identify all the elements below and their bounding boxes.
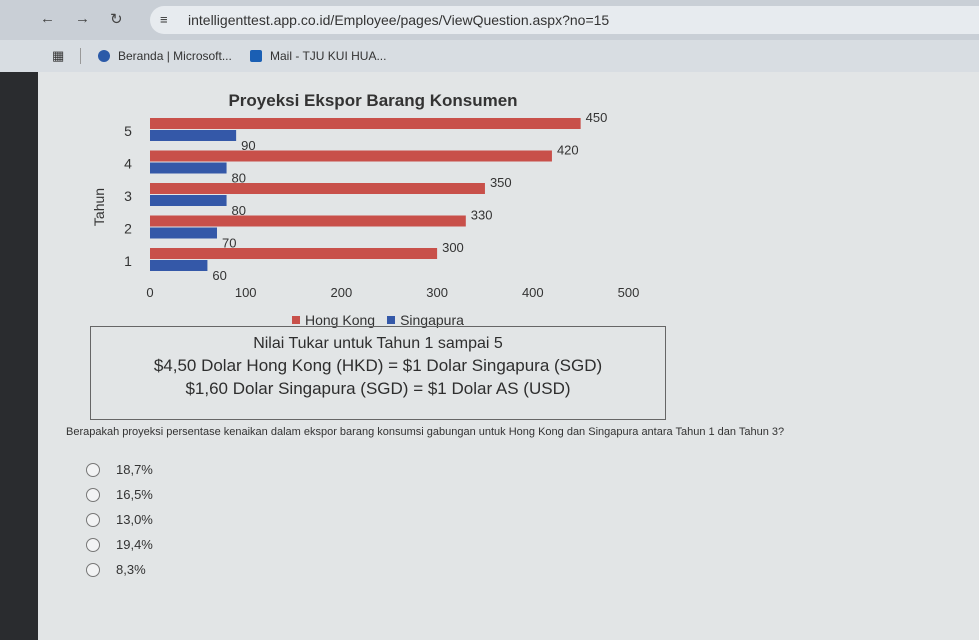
answer-option[interactable]: 18,7% xyxy=(86,457,153,482)
answer-option-label: 8,3% xyxy=(116,562,146,577)
exchange-rate-title: Nilai Tukar untuk Tahun 1 sampai 5 xyxy=(253,335,503,352)
question-text: Berapakah proyeksi persentase kenaikan d… xyxy=(66,426,785,438)
answer-option[interactable]: 8,3% xyxy=(86,557,153,582)
answer-option-label: 13,0% xyxy=(116,512,153,527)
bar-singapura xyxy=(150,162,227,174)
exchange-rate-line-1: $4,50 Dolar Hong Kong (HKD) = $1 Dolar S… xyxy=(153,356,603,375)
data-label: 70 xyxy=(222,236,236,251)
bar-singapura xyxy=(150,227,217,239)
data-label: 80 xyxy=(232,171,246,186)
bar-chart: Proyeksi Ekspor Barang KonsumenTahun5450… xyxy=(91,91,640,300)
radio-button[interactable] xyxy=(86,537,100,552)
exchange-rate-line-2: $1,60 Dolar Singapura (SGD) = $1 Dolar A… xyxy=(185,379,571,398)
legend-swatch-singapura xyxy=(387,316,396,324)
radio-button[interactable] xyxy=(86,512,100,527)
answer-option-label: 16,5% xyxy=(116,487,153,502)
bar-hong-kong xyxy=(150,150,552,162)
bookmarks-bar: ▦ Beranda | Microsoft... Mail - TJU KUI … xyxy=(0,40,979,72)
exchange-rate-box: Nilai Tukar untuk Tahun 1 sampai 5 $4,50… xyxy=(90,326,666,420)
legend-item-singapura: Singapura xyxy=(387,312,464,328)
bookmarks-divider xyxy=(80,48,81,64)
y-tick-label: 3 xyxy=(124,188,132,204)
data-label: 420 xyxy=(557,143,579,158)
data-label: 90 xyxy=(241,138,255,153)
chart-title: Proyeksi Ekspor Barang Konsumen xyxy=(228,91,517,110)
chart-legend: Hong Kong Singapura xyxy=(292,312,464,328)
data-label: 60 xyxy=(212,268,226,283)
x-tick-label: 300 xyxy=(426,285,448,300)
nav-buttons: ← → ↻ xyxy=(40,10,123,28)
radio-button[interactable] xyxy=(86,562,100,577)
back-icon[interactable]: ← xyxy=(40,10,55,27)
bookmark-mail[interactable]: Mail - TJU KUI HUA... xyxy=(250,49,386,63)
y-tick-label: 1 xyxy=(124,253,132,269)
x-tick-label: 400 xyxy=(522,285,544,300)
answer-option-label: 19,4% xyxy=(116,537,153,552)
legend-swatch-hong-kong xyxy=(292,316,300,324)
chart-container: Proyeksi Ekspor Barang Konsumen Tahun 5 450… xyxy=(88,82,648,314)
browser-toolbar: ← → ↻ ≡ intelligenttest.app.co.id/Employ… xyxy=(0,0,979,40)
reload-icon[interactable]: ↻ xyxy=(110,11,123,28)
legend-item-hong-kong: Hong Kong xyxy=(292,312,375,328)
microsoft-icon xyxy=(98,50,110,62)
bar-singapura xyxy=(150,130,237,141)
url-text: intelligenttest.app.co.id/Employee/pages… xyxy=(188,12,610,28)
bar-hong-kong xyxy=(150,118,581,129)
answer-option[interactable]: 19,4% xyxy=(86,532,153,557)
data-label: 350 xyxy=(490,175,512,190)
x-tick-label: 100 xyxy=(235,285,257,300)
y-axis-label: Tahun xyxy=(91,188,107,226)
forward-icon[interactable]: → xyxy=(75,10,90,27)
answer-options: 18,7% 16,5% 13,0% 19,4% 8,3% xyxy=(86,457,153,582)
x-tick-label: 500 xyxy=(618,285,640,300)
address-bar[interactable]: ≡ intelligenttest.app.co.id/Employee/pag… xyxy=(150,6,979,34)
data-label: 300 xyxy=(442,240,464,255)
data-label: 80 xyxy=(232,203,246,218)
answer-option[interactable]: 13,0% xyxy=(86,507,153,532)
data-label: 450 xyxy=(586,110,608,125)
bar-hong-kong xyxy=(150,183,485,194)
x-tick-label: 200 xyxy=(331,285,353,300)
question-page: Proyeksi Ekspor Barang Konsumen Tahun 5 450… xyxy=(38,72,979,640)
bar-hong-kong xyxy=(150,215,466,227)
data-label: 330 xyxy=(471,208,493,223)
mail-icon xyxy=(250,50,262,62)
bar-singapura xyxy=(150,260,208,271)
radio-button[interactable] xyxy=(86,462,100,477)
y-tick-label: 4 xyxy=(124,156,132,172)
site-info-icon[interactable]: ≡ xyxy=(160,12,168,27)
y-tick-label: 2 xyxy=(124,221,132,237)
radio-button[interactable] xyxy=(86,487,100,502)
bookmark-microsoft[interactable]: Beranda | Microsoft... xyxy=(98,49,232,63)
bar-hong-kong xyxy=(150,248,438,259)
apps-grid-icon[interactable]: ▦ xyxy=(52,48,65,63)
bar-singapura xyxy=(150,195,227,206)
answer-option-label: 18,7% xyxy=(116,462,153,477)
answer-option[interactable]: 16,5% xyxy=(86,482,153,507)
x-tick-label: 0 xyxy=(146,285,153,300)
y-tick-label: 5 xyxy=(124,123,132,139)
